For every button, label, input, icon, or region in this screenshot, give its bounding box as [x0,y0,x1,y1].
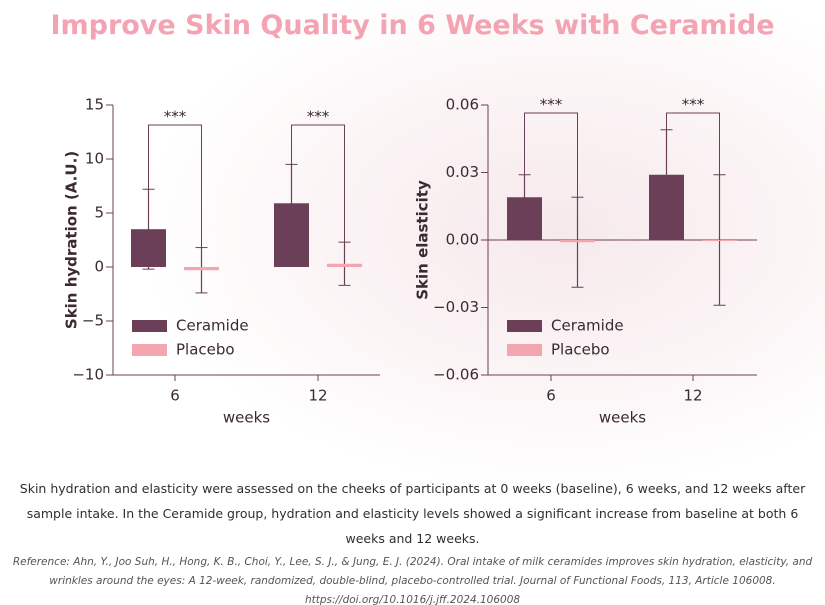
y-tick-label: 0.06 [446,96,479,114]
significance-bracket [148,124,202,248]
y-tick-label: 0 [94,258,104,276]
legend-label: Placebo [176,341,235,359]
significance-bracket [524,112,578,198]
y-tick-label: −5 [82,312,104,330]
significance-bracket [291,124,345,243]
x-tick-label: 12 [683,387,702,405]
title: Improve Skin Quality in 6 Weeks with Cer… [50,10,775,41]
x-axis-label: weeks [599,409,646,427]
significance-label: *** [540,96,563,114]
y-axis-label: Skin elasticity [414,180,432,300]
legend-swatch [507,344,542,356]
bar [560,240,595,243]
bar [274,203,309,267]
legend-label: Ceramide [176,317,249,335]
x-tick-label: 6 [170,387,180,405]
bar [327,263,362,267]
significance-label: *** [682,96,705,114]
bar [702,240,737,241]
y-tick-label: −0.06 [433,366,479,384]
charts: −10 −5 0 5 10 15 Skin hydration (A.U.) weeks 6 **… [63,96,757,427]
y-tick-label: −10 [72,366,104,384]
bar [131,229,166,267]
legend-swatch [507,320,542,332]
y-tick-label: 10 [85,150,104,168]
significance-label: *** [164,108,187,126]
significance-bracket [666,112,720,175]
y-tick-label: −0.03 [433,298,479,316]
y-axis-label: Skin hydration (A.U.) [63,151,81,329]
bar [184,267,219,271]
bar [649,174,684,240]
x-axis-label: weeks [223,409,270,427]
x-tick-label: 6 [546,387,556,405]
significance-label: *** [307,108,330,126]
legend-swatch [132,320,167,332]
y-tick-label: 5 [94,204,104,222]
legend-label: Ceramide [551,317,624,335]
y-tick-label: 0.00 [446,231,479,249]
legend-swatch [132,344,167,356]
y-tick-label: 0.03 [446,163,479,181]
bar [507,197,542,240]
caption: Skin hydration and elasticity were asses… [19,481,806,546]
y-tick-label: 15 [85,96,104,114]
x-tick-label: 12 [308,387,327,405]
legend-label: Placebo [551,341,610,359]
reference: Reference: Ahn, Y., Joo Suh, H., Hong, K… [12,556,813,605]
